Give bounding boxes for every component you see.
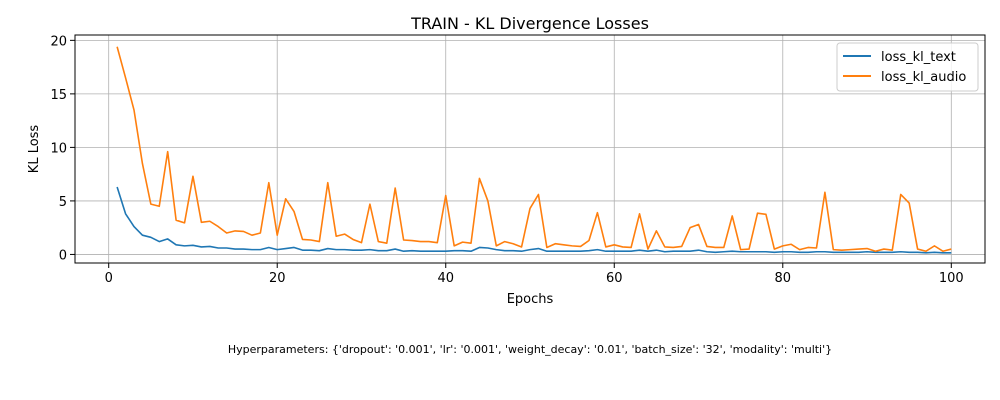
x-axis-label: Epochs	[507, 292, 554, 307]
y-tick-label: 20	[50, 34, 67, 49]
plot-frame	[74, 34, 986, 264]
series-line-loss-kl-audio	[116, 46, 952, 253]
x-tick-label: 100	[939, 271, 964, 286]
y-tick-label: 5	[59, 195, 67, 210]
legend-label-loss-kl-audio: loss_kl_audio	[881, 70, 966, 85]
series-line-loss-kl-text	[116, 186, 952, 254]
y-axis-label: KL Loss	[27, 125, 42, 174]
legend-box	[836, 42, 979, 92]
y-tick-label: 0	[59, 248, 67, 263]
x-tick-label: 80	[775, 271, 792, 286]
series-lines	[116, 46, 952, 254]
y-axis-ticks: 0 5 10 15 20	[50, 34, 75, 263]
x-tick-label: 20	[269, 271, 286, 286]
vertical-gridlines	[108, 35, 952, 263]
x-axis-ticks: 0 20 40 60 80 100	[105, 263, 964, 286]
x-tick-label: 60	[606, 271, 623, 286]
x-tick-label: 40	[437, 271, 454, 286]
x-tick-label: 0	[105, 271, 113, 286]
hyperparameters-footer: Hyperparameters: {'dropout': '0.001', 'l…	[228, 343, 832, 356]
y-tick-label: 15	[50, 88, 67, 103]
legend-label-loss-kl-text: loss_kl_text	[881, 50, 956, 65]
chart-title: TRAIN - KL Divergence Losses	[410, 14, 649, 33]
legend: loss_kl_text loss_kl_audio	[836, 42, 979, 92]
horizontal-gridlines	[75, 39, 985, 255]
y-tick-label: 10	[50, 141, 67, 156]
